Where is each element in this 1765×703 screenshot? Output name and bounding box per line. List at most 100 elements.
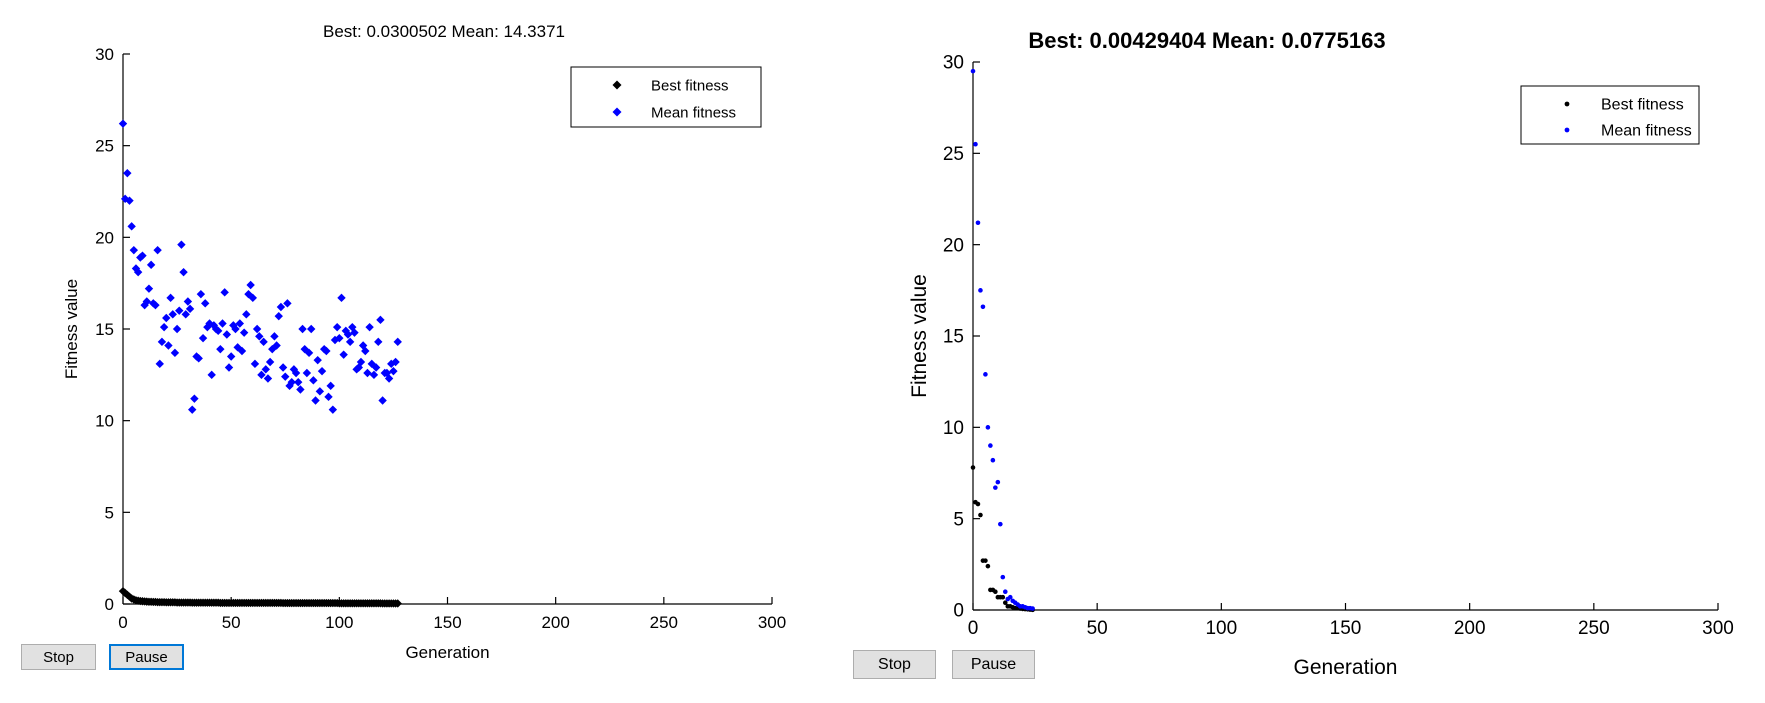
legend-label: Best fitness [1601,97,1684,114]
mean-fitness-point [324,392,333,402]
mean-fitness-point [369,370,379,380]
mean-fitness-point [378,396,387,405]
y-tick-label: 30 [95,45,114,64]
mean-fitness-point [345,337,355,347]
mean-fitness-point [159,322,169,332]
stop-button-right[interactable]: Stop [853,650,936,679]
stop-button-left[interactable]: Stop [21,644,96,670]
mean-fitness-point [326,381,335,391]
best-fitness-point [983,558,988,563]
x-tick-label: 300 [758,613,786,632]
mean-fitness-point [391,357,400,367]
mean-fitness-point [220,288,229,297]
mean-fitness-point [270,332,279,341]
mean-fitness-point [995,479,1001,485]
mean-fitness-point [983,372,988,377]
best-fitness-point [985,563,991,569]
mean-fitness-point [123,168,132,178]
mean-fitness-point [335,333,344,343]
mean-fitness-point [224,363,234,372]
mean-fitness-point [177,240,186,249]
x-tick-label: 200 [541,613,569,632]
mean-fitness-point [207,370,216,380]
y-tick-label: 15 [95,320,114,339]
mean-fitness-point [998,521,1003,527]
mean-fitness-point [361,346,370,356]
mean-fitness-point [343,330,353,339]
mean-fitness-point [118,119,128,128]
mean-fitness-point [365,322,374,332]
y-axis-label: Fitness value [908,274,931,398]
mean-fitness-point [218,319,227,328]
mean-fitness-point [332,322,342,332]
mean-fitness-point [179,267,188,277]
mean-fitness-point [142,297,151,306]
x-tick-label: 100 [1205,618,1237,639]
y-axis-label: Fitness value [62,279,81,379]
mean-fitness-point [317,366,327,376]
mean-fitness-point [172,324,182,334]
y-tick-label: 0 [105,595,114,614]
y-tick-label: 5 [105,503,114,522]
mean-fitness-point [307,324,316,334]
mean-fitness-point [255,332,264,341]
mean-fitness-point [257,370,266,380]
x-tick-label: 250 [1578,618,1610,639]
mean-fitness-point [376,315,385,325]
mean-fitness-point [356,357,366,367]
best-fitness-point [975,501,981,507]
mean-fitness-point [1030,606,1035,611]
mean-fitness-point [313,355,322,365]
chart-title: Best: 0.0300502 Mean: 14.3371 [323,22,565,41]
best-fitness-point [970,465,976,470]
mean-fitness-point [183,297,193,306]
mean-fitness-point [291,368,301,378]
mean-fitness-point [1002,589,1008,595]
mean-fitness-point [970,68,976,74]
mean-fitness-point [265,357,275,367]
x-tick-label: 250 [650,613,678,632]
mean-fitness-point [168,310,177,319]
mean-fitness-point [298,324,307,334]
x-tick-label: 50 [1087,618,1108,639]
y-tick-label: 20 [95,228,114,247]
mean-fitness-point [125,196,134,205]
mean-fitness-point [283,299,292,308]
mean-fitness-point [146,260,156,270]
mean-fitness-point [198,333,208,343]
mean-fitness-point [311,396,320,405]
mean-fitness-point [309,376,318,385]
pause-button-left[interactable]: Pause [109,644,184,670]
mean-fitness-point [328,405,338,414]
legend-marker [1564,127,1570,133]
mean-fitness-point [185,304,195,314]
mean-fitness-point [276,302,286,312]
mean-fitness-point [384,374,394,383]
mean-fitness-point [250,359,260,369]
y-tick-label: 10 [95,412,114,431]
mean-fitness-point [985,425,991,430]
y-tick-label: 25 [95,137,114,156]
mean-fitness-point [127,222,136,231]
legend-label: Mean fitness [1601,123,1692,140]
mean-fitness-point [242,310,251,319]
mean-fitness-point [272,341,281,350]
y-tick-label: 15 [943,327,964,348]
best-fitness-point [393,599,402,608]
mean-fitness-point [980,304,986,310]
pause-button-right[interactable]: Pause [952,650,1035,679]
mean-fitness-point [315,387,325,396]
mean-fitness-point [196,289,206,299]
mean-fitness-point [222,330,232,339]
mean-fitness-point [162,313,171,323]
mean-fitness-point [975,220,981,226]
mean-fitness-point [239,328,249,337]
mean-fitness-point [216,344,225,354]
mean-fitness-point [259,337,268,347]
mean-fitness-point [155,359,164,369]
y-tick-label: 30 [943,53,964,74]
mean-fitness-point [294,377,303,387]
best-fitness-point [993,589,998,595]
mean-fitness-point [363,368,372,378]
